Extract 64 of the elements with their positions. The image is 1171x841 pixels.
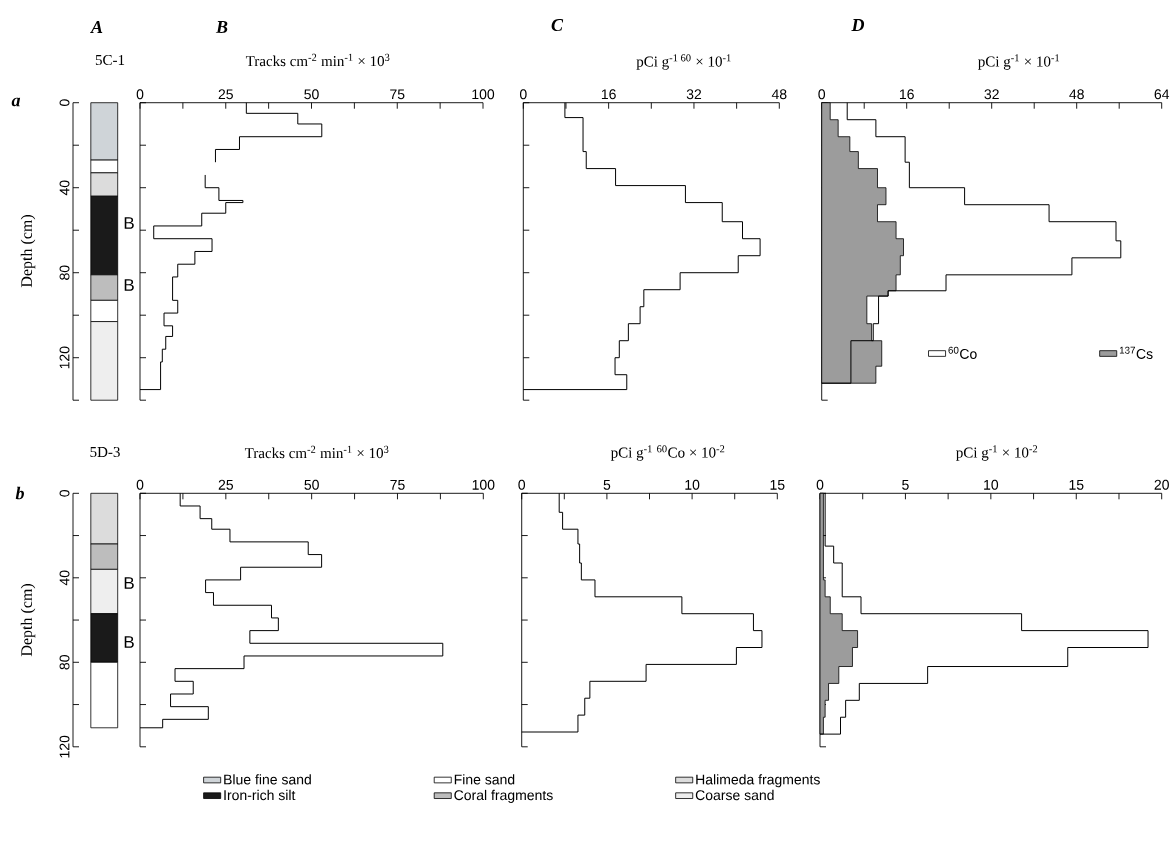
x-tick-label: 0 — [816, 479, 824, 490]
legend-label: Coral fragments — [454, 789, 553, 803]
x-tick-label: 32 — [984, 89, 999, 100]
y-axis-title: Depth (cm) — [20, 215, 36, 288]
x-axis-title: pCi g$^{-1 60}$ × 10$^{-1}$ — [636, 54, 731, 70]
legend-label: Coarse sand — [695, 789, 774, 801]
text: B — [124, 577, 134, 589]
y-tick-label: 40 — [59, 180, 70, 196]
text: b — [15, 486, 24, 500]
chart-title: D — [851, 19, 865, 31]
x-tick-label: 5 — [902, 480, 909, 490]
x-tick-label: 0 — [519, 89, 527, 100]
x-tick-label: 10 — [984, 479, 999, 490]
x-tick-label: 0 — [136, 89, 144, 100]
x-tick-label: 75 — [390, 89, 405, 100]
x-axis-title: Tracks cm$^{-2}$ min$^{-1}$ × 10$^{3}$ — [244, 445, 389, 459]
legend-label: $^{60}$Co — [948, 346, 977, 359]
x-tick-label: 25 — [218, 479, 234, 490]
text: B — [124, 279, 134, 291]
chart-title: C — [551, 18, 564, 32]
x-tick-label: 100 — [472, 89, 495, 100]
x-tick-label: 15 — [770, 480, 785, 490]
x-tick-label: 50 — [304, 479, 319, 490]
x-tick-label: 20 — [1154, 479, 1169, 490]
y-axis-title: Depth (cm) — [20, 584, 36, 657]
x-tick-label: 64 — [1154, 89, 1170, 100]
legend-label: Halimeda fragments — [696, 774, 820, 788]
chart-title: A — [90, 21, 103, 33]
chart-subtitle: 5D-3 — [90, 446, 120, 458]
legend-label: Blue fine sand — [224, 774, 311, 785]
y-tick-label: 40 — [59, 570, 70, 586]
x-tick-label: 100 — [472, 479, 495, 490]
y-tick-label: 0 — [59, 99, 70, 107]
text: B — [124, 636, 134, 648]
y-tick-label: 0 — [59, 489, 70, 497]
x-tick-label: 25 — [218, 89, 233, 100]
text: a — [11, 97, 21, 107]
x-tick-label: 32 — [686, 89, 702, 100]
x-axis-title: Tracks cm$^{-2}$ min$^{-1}$ × 10$^{3}$ — [245, 53, 390, 67]
x-tick-label: 48 — [1069, 89, 1084, 100]
x-tick-label: 50 — [304, 89, 319, 100]
x-tick-label: 10 — [685, 479, 700, 490]
x-axis-title: pCi g$^{-1}$ × 10$^{-1}$ — [978, 54, 1060, 70]
legend-label: Fine sand — [454, 774, 515, 785]
x-axis-title: pCi g$^{-1}$ × 10$^{-2}$ — [956, 445, 1038, 461]
x-tick-label: 0 — [136, 479, 144, 490]
y-tick-label: 120 — [59, 735, 70, 758]
x-tick-label: 0 — [518, 479, 526, 490]
y-tick-label: 120 — [59, 346, 70, 369]
x-tick-label: 16 — [899, 89, 914, 100]
legend-label: Iron-rich silt — [224, 789, 296, 801]
text: B — [124, 217, 134, 229]
x-axis-title: pCi g$^{-1 60}$Co × 10$^{-2}$ — [610, 445, 725, 461]
x-tick-label: 48 — [771, 89, 787, 100]
y-tick-label: 80 — [59, 655, 70, 670]
x-tick-label: 5 — [603, 480, 611, 490]
chart-subtitle: 5C-1 — [95, 54, 125, 66]
chart-title: B — [215, 21, 228, 33]
x-tick-label: 16 — [601, 89, 616, 100]
x-tick-label: 0 — [818, 89, 826, 100]
y-tick-label: 80 — [59, 265, 70, 280]
legend-label: $^{137}$Cs — [1119, 346, 1153, 359]
x-tick-label: 15 — [1069, 480, 1084, 490]
x-tick-label: 75 — [390, 480, 405, 490]
